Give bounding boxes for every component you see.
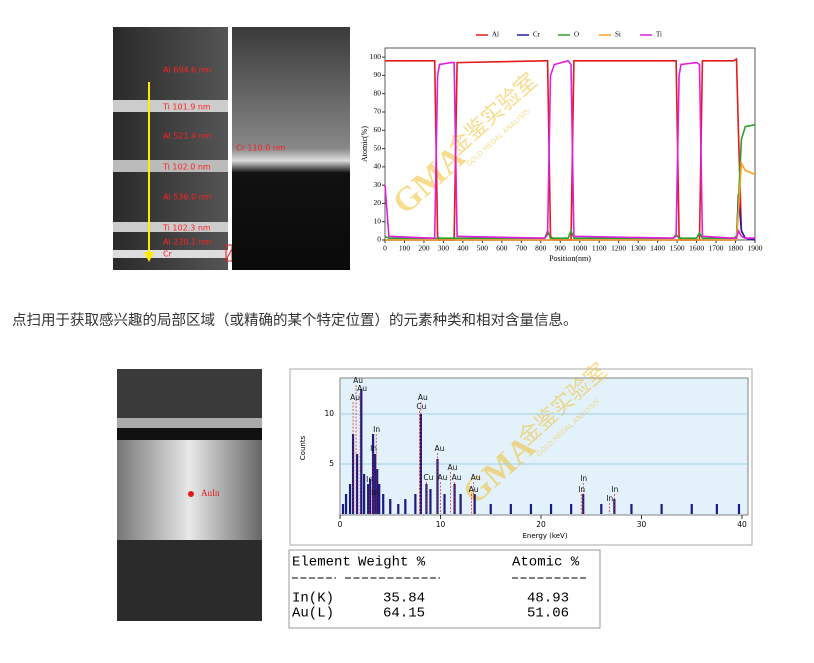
legend-label: Si: [615, 31, 621, 39]
x-tick-label: 1300: [631, 244, 646, 253]
x-tick-label: 1900: [748, 244, 763, 253]
peak-label: In: [578, 485, 585, 494]
x-tick-label: 1000: [572, 244, 587, 253]
legend-label: Cr: [533, 31, 541, 39]
x-tick-label: 20: [536, 520, 546, 529]
x-tick-label: 0: [338, 520, 343, 529]
y-tick-label: 70: [374, 107, 382, 116]
table-header: Atomic %: [512, 555, 580, 571]
x-tick-label: 600: [496, 244, 508, 253]
x-tick-label: 10: [436, 520, 446, 529]
x-tick-label: 200: [418, 244, 430, 253]
peak-label: In: [580, 474, 587, 483]
tem-image-3: [117, 369, 262, 621]
peak-label: Au: [350, 393, 360, 402]
peak-label: Au: [353, 376, 363, 385]
x-tick-label: 800: [535, 244, 547, 253]
peak-label: Au: [469, 485, 479, 494]
y-tick-label: 40: [374, 162, 382, 171]
layer-label: Cr: [163, 250, 173, 259]
x-tick-label: 300: [438, 244, 450, 253]
x-tick-label: 1100: [592, 244, 607, 253]
table-cell: 64.15: [383, 606, 425, 622]
y-tick-label: 10: [324, 409, 334, 418]
y-tick-label: 90: [374, 70, 382, 79]
legend-label: O: [574, 31, 579, 39]
y-tick-label: 5: [329, 459, 334, 468]
peak-label: Cu: [423, 473, 433, 482]
x-tick-label: 1500: [670, 244, 685, 253]
x-tick-label: 500: [477, 244, 489, 253]
y-tick-label: 20: [374, 198, 382, 207]
x-tick-label: 1700: [709, 244, 724, 253]
table-cell: In(K): [292, 591, 334, 607]
x-tick-label: 0: [383, 244, 387, 253]
y-tick-label: 10: [374, 216, 382, 225]
y-tick-label: 60: [374, 125, 382, 134]
x-axis-label: Energy (keV): [522, 532, 567, 540]
peak-label: In: [366, 475, 373, 484]
y-tick-label: 50: [374, 143, 382, 152]
peak-label: Au: [452, 473, 462, 482]
x-tick-label: 30: [637, 520, 647, 529]
peak-label: In: [606, 494, 613, 503]
tem-image-2: [232, 27, 350, 270]
layer-label: Cr 110.0 nm: [236, 144, 286, 153]
x-tick-label: 40: [737, 520, 747, 529]
x-tick-label: 700: [516, 244, 528, 253]
legend-label: Al: [492, 31, 499, 39]
x-tick-label: 1400: [650, 244, 665, 253]
peak-label: In: [371, 488, 378, 497]
point-label: AuIn: [201, 488, 220, 498]
table-box: [288, 549, 601, 629]
table-cell: 48.93: [527, 591, 569, 607]
x-tick-label: 900: [555, 244, 567, 253]
series-line: [385, 160, 756, 241]
peak-label: Cu: [416, 402, 426, 411]
legend-label: Ti: [656, 31, 662, 39]
peak-label: Au: [418, 393, 428, 402]
peak-label: Au: [357, 384, 367, 393]
x-axis-label: Position(nm): [549, 254, 591, 263]
table-cell: 35.84: [383, 591, 425, 607]
layer-label: Al 220.1 nm: [163, 238, 212, 247]
layer-label: Al 694.6 nm: [163, 66, 212, 75]
caption: 点扫用于获取感兴趣的局部区域（或精确的某个特定位置）的元素种类和相对含量信息。: [12, 312, 578, 329]
layer-label: Ti 102.3 nm: [162, 224, 211, 233]
y-tick-label: 100: [370, 52, 382, 61]
peak-label: Au: [448, 463, 458, 472]
spectrum-plot-area: [339, 377, 749, 516]
x-tick-label: 100: [399, 244, 411, 253]
peak-label: In: [373, 425, 380, 434]
peak-label: In: [370, 444, 377, 453]
y-axis-label: Atomic(%): [360, 126, 369, 162]
table-cell: Au(L): [292, 606, 334, 622]
peak-label: Au: [471, 473, 481, 482]
y-tick-label: 80: [374, 88, 382, 97]
x-tick-label: 1600: [689, 244, 704, 253]
peak-label: In: [611, 485, 618, 494]
table-header: Weight %: [358, 555, 426, 571]
peak-label: Au: [434, 444, 444, 453]
y-tick-label: 30: [374, 180, 382, 189]
layer-label: Ti 101.9 nm: [162, 103, 211, 112]
layer-label: Ti 102.0 nm: [162, 163, 211, 172]
line-plot-area: [384, 47, 756, 241]
table-cell: 51.06: [527, 606, 569, 622]
series-line: [384, 59, 755, 240]
layer-label: Al 536.0 nm: [163, 193, 212, 202]
table-header: Element: [292, 555, 351, 571]
peak-label: Au: [438, 473, 448, 482]
layer-label: Al 521.4 nm: [163, 132, 212, 141]
tem-image-1: [113, 27, 241, 270]
y-tick-label: 0: [377, 235, 381, 244]
x-tick-label: 1200: [611, 244, 626, 253]
y-axis-label: Counts: [299, 435, 307, 460]
x-tick-label: 400: [457, 244, 469, 253]
x-tick-label: 1800: [728, 244, 743, 253]
